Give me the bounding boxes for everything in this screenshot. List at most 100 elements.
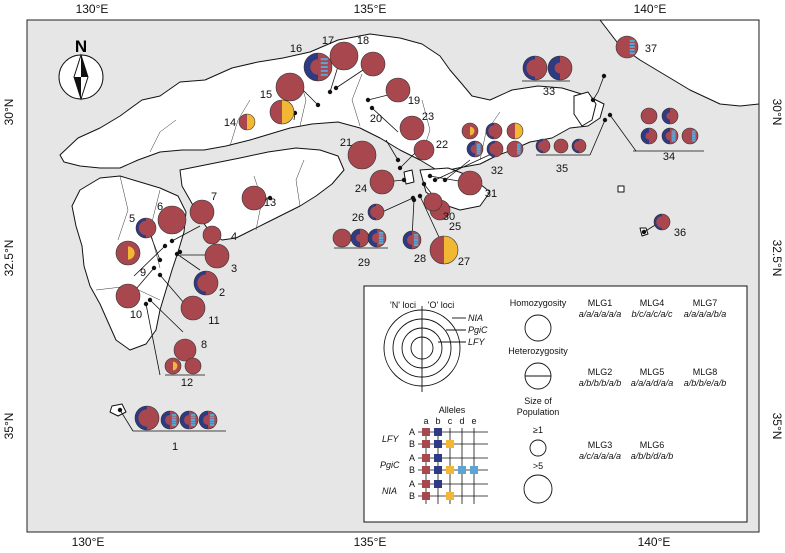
bottom-lon-130: 130°E	[72, 535, 105, 549]
mlg2-code: a/b/b/b/a/b	[579, 378, 622, 388]
mlg6-code: a/b/b/d/a/b	[631, 451, 674, 461]
population-label-9: 9	[140, 267, 146, 279]
izu-peninsula	[573, 91, 597, 127]
legend-alleles-title: Alleles	[439, 405, 466, 415]
pop-9	[115, 240, 141, 266]
pop-17	[303, 52, 333, 82]
mlg7-name: MLG7	[693, 298, 718, 308]
mlg1-code: a/a/a/a/a/a	[579, 309, 622, 319]
pop-36	[653, 213, 671, 231]
right-lat-35: 35°N	[770, 413, 784, 440]
pop-33-a	[522, 55, 548, 81]
population-label-19: 19	[408, 95, 420, 107]
pop-33-b	[547, 55, 573, 81]
kanto-landmass	[559, 20, 759, 107]
locus-nia-label: NIA	[382, 486, 397, 496]
allele-lfy-b-c	[446, 440, 454, 448]
pop-6	[157, 205, 187, 235]
pop-34-c	[640, 127, 658, 145]
legend: 'N' loci 'O' loci NIA PgiC LFY Homozygos…	[363, 285, 748, 523]
allele-pgic-a-b	[434, 454, 442, 462]
mlg2-name: MLG2	[588, 367, 613, 377]
pop-34-a	[640, 107, 658, 125]
population-label-7: 7	[211, 191, 217, 203]
allele-pgic-b-d	[458, 466, 466, 474]
population-label-1: 1	[172, 441, 178, 453]
allele-pgic-b-a	[422, 466, 430, 474]
pop-15	[269, 99, 295, 125]
mlg5-code: a/a/a/d/a/a	[631, 378, 674, 388]
pop-34-d	[661, 127, 679, 145]
pop-35-c	[571, 138, 587, 154]
pop-37	[615, 35, 639, 59]
pop-12-a	[164, 357, 182, 375]
pop-3	[204, 243, 230, 269]
pop-11	[180, 295, 206, 321]
population-label-11: 11	[208, 315, 219, 327]
allele-letter-c: c	[448, 416, 453, 426]
row-a-lfy: A	[409, 427, 415, 437]
pop-7	[189, 199, 215, 225]
legend-size-title-2: Population	[517, 407, 560, 417]
pop-1-c	[179, 410, 199, 430]
pop-32-a	[461, 122, 479, 140]
population-label-18: 18	[357, 35, 369, 47]
population-label-10: 10	[130, 309, 142, 321]
top-lon-130: 130°E	[76, 2, 109, 16]
legend-size-small: ≥1	[533, 425, 543, 435]
legend-n-loci: 'N' loci	[390, 300, 416, 310]
pop-1-b	[160, 410, 180, 430]
mlg8-name: MLG8	[693, 367, 718, 377]
allele-pgic-b-e	[470, 466, 478, 474]
pop-32-b	[485, 122, 503, 140]
pop-32-f	[506, 140, 524, 158]
size-small-symbol	[529, 439, 547, 457]
allele-marks	[422, 428, 478, 500]
allele-letter-b: b	[435, 416, 440, 426]
allele-lfy-b-a	[422, 440, 430, 448]
size-large-symbol	[523, 474, 553, 504]
population-label-20: 20	[370, 113, 382, 125]
population-label-5: 5	[129, 213, 135, 225]
allele-nia-a-a	[422, 480, 430, 488]
legend-ring-pgic: PgiC	[468, 325, 488, 335]
pop-32-c	[506, 122, 524, 140]
population-label-29: 29	[358, 257, 370, 269]
homozygosity-symbol	[524, 314, 552, 342]
pop-34-e	[681, 127, 699, 145]
pop-28	[402, 230, 422, 250]
allele-nia-b-c	[446, 492, 454, 500]
population-label-28: 28	[414, 253, 426, 265]
legend-ring-nia: NIA	[468, 313, 483, 323]
north-arrow: N	[58, 37, 104, 101]
mlg3-code: a/c/a/a/a/a	[579, 451, 621, 461]
pop-1-a	[134, 405, 160, 431]
pop-20	[385, 77, 411, 103]
legend-ring-lfy: LFY	[468, 337, 486, 347]
population-label-6: 6	[157, 201, 163, 213]
population-label-37: 37	[645, 43, 657, 55]
pop-10	[115, 283, 141, 309]
population-label-23: 23	[422, 111, 434, 123]
mlg4-name: MLG4	[640, 298, 665, 308]
legend-box	[363, 285, 748, 523]
legend-o-loci: 'O' loci	[428, 300, 454, 310]
allele-letter-a: a	[423, 416, 428, 426]
right-lat-30: 30°N	[770, 99, 784, 126]
pop-29-b	[350, 228, 370, 248]
allele-nia-a-b	[434, 480, 442, 488]
pop-8	[173, 338, 197, 362]
population-label-22: 22	[436, 139, 448, 151]
allele-letter-d: d	[459, 416, 464, 426]
row-b-lfy: B	[409, 439, 415, 449]
population-label-14: 14	[224, 117, 236, 129]
allele-lfy-a-b	[434, 428, 442, 436]
population-label-12: 12	[181, 377, 193, 389]
pop-16	[275, 72, 305, 102]
left-lat-32-5: 32.5°N	[2, 240, 16, 277]
pop-23	[413, 139, 435, 161]
pop-30	[423, 192, 443, 212]
population-label-13: 13	[264, 197, 276, 209]
population-label-17: 17	[322, 35, 334, 47]
